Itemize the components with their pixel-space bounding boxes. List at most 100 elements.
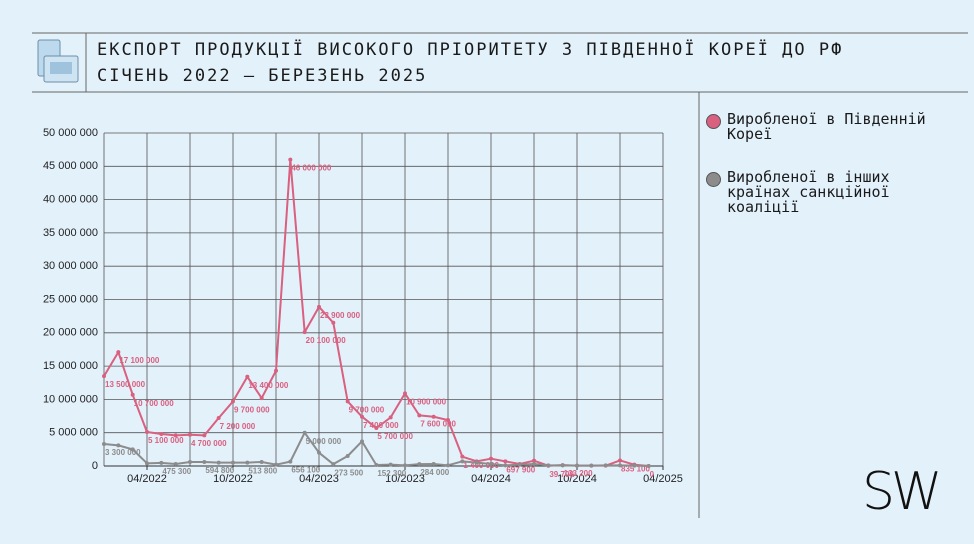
x-tick-label: 10/2024 [557,473,597,485]
point [202,433,207,438]
point [145,461,149,466]
point [159,432,164,437]
value-label: 3 300 000 [105,448,141,457]
value-label: 13 500 000 [105,380,146,389]
point [173,433,178,438]
point [317,304,321,309]
point [374,426,379,431]
point [474,460,479,465]
title: ЕКСПОРТ ПРОДУКЦІЇ ВИСОКОГО ПРІОРИТЕТУ З … [97,40,844,60]
value-label: 20 100 000 [306,336,347,345]
legend-label: Виробленої в інших країнах санкційної ко… [727,168,890,216]
value-label: 697 900 [506,465,535,474]
point [589,463,594,468]
value-label: 513 800 [248,467,277,476]
point [460,454,465,459]
point [431,462,436,467]
x-tick-label: 04/2024 [471,473,511,485]
point [116,443,121,448]
point [145,430,149,435]
value-label: 7 400 000 [363,421,399,430]
value-label: 9 700 000 [349,406,385,415]
value-label: 656 100 [291,466,320,475]
point [388,462,393,467]
value-label: 594 800 [205,466,234,475]
point [546,463,551,468]
y-tick-label: 0 [92,460,98,472]
y-tick-label: 40 000 000 [43,194,98,206]
icon [37,39,79,83]
logo: SW [862,462,942,522]
value-label: 46 000 000 [291,164,332,173]
point [231,399,235,404]
x-tick-label: 04/2025 [643,473,683,485]
point [130,392,135,397]
legend-item: Виробленої в Південній Кореї [706,112,946,142]
value-label: 9 700 000 [234,406,270,415]
y-tick-label: 10 000 000 [43,393,98,405]
point [417,462,422,467]
point [532,462,536,467]
point [646,464,651,468]
y-tick-label: 15 000 000 [43,360,98,372]
point [259,396,264,401]
value-label: 475 300 [162,467,191,476]
y-tick-label: 45 000 000 [43,160,98,172]
point [288,157,293,162]
point [560,463,565,468]
point [317,450,321,455]
point [417,413,422,418]
point [345,399,350,404]
point [403,463,407,468]
point [446,418,450,423]
legend: Виробленої в Південній Кореї Виробленої в… [706,112,946,243]
point [159,460,164,465]
point [102,374,106,379]
point [130,447,135,452]
legend-item: Виробленої в інших країнах санкційної ко… [706,170,946,215]
point [288,459,293,464]
point [431,414,436,419]
value-label: 23 900 000 [320,311,361,320]
point [302,330,307,335]
y-tick-label: 30 000 000 [43,260,98,272]
point [360,414,364,419]
point [532,458,536,463]
point [173,462,178,467]
y-tick-label: 25 000 000 [43,293,98,305]
series-line [103,431,649,467]
point [517,462,522,467]
point [388,415,393,420]
value-label: 10 900 000 [406,398,447,407]
point [302,430,307,435]
point [360,439,364,444]
x-tick-label: 04/2023 [299,473,339,485]
y-tick-label: 5 000 000 [49,427,98,439]
point [503,459,508,464]
point [603,463,608,468]
point [374,462,379,467]
y-tick-label: 50 000 000 [43,127,98,139]
value-label: 7 600 000 [420,419,456,428]
point [216,460,221,465]
point [274,368,278,373]
point [460,459,465,464]
x-tick-label: 10/2023 [385,473,425,485]
point [345,454,350,459]
value-label: 17 100 000 [119,356,160,365]
point [245,460,250,465]
value-label: 7 200 000 [220,422,256,431]
point [116,350,121,355]
legend-swatch [706,172,721,187]
value-label: 0 [650,470,655,479]
point [188,432,192,437]
legend-label: Виробленої в Південній Кореї [727,110,926,143]
value-label: 5 700 000 [377,432,413,441]
value-label: 5 100 000 [148,436,184,445]
point [202,460,207,465]
value-label: 152 300 [377,469,406,478]
point [331,320,336,325]
point [618,458,622,463]
value-label: 13 400 000 [248,381,289,390]
